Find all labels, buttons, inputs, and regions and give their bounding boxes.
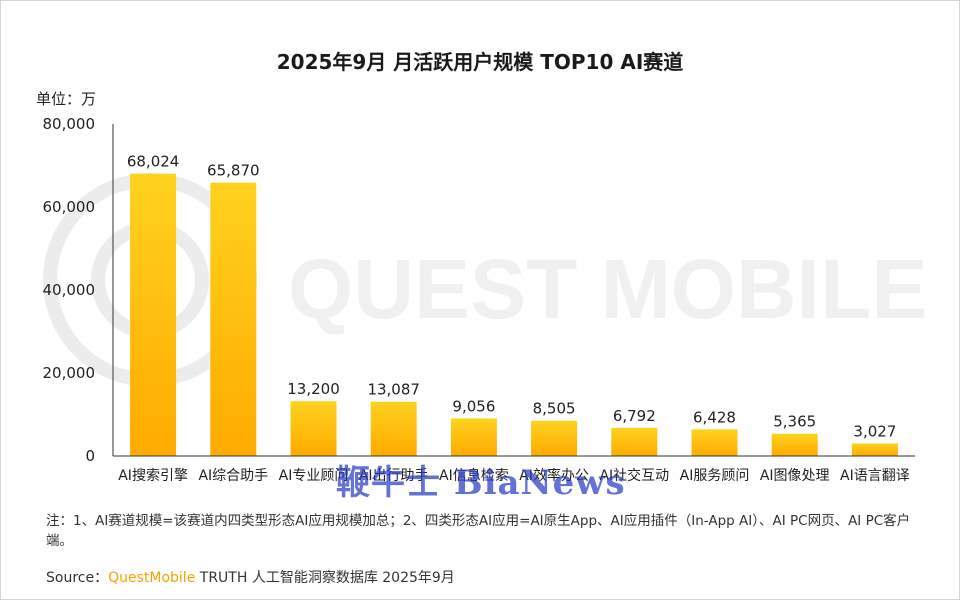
x-tick-label: AI社交互动 xyxy=(599,467,669,484)
chart-title: 2025年9月 月活跃用户规模 TOP10 AI赛道 xyxy=(276,50,684,74)
x-axis: AI搜索引擎 AI综合助手 AI专业顾问 AI出行助手 AI信息检索 AI效率办公 AI社交… xyxy=(113,455,915,484)
data-label: 13,200 xyxy=(287,380,340,398)
x-tick-label: AI图像处理 xyxy=(760,468,830,484)
data-label: 6,428 xyxy=(693,408,736,426)
bar xyxy=(210,182,257,456)
y-tick-label: 60,000 xyxy=(43,198,96,216)
data-label: 68,024 xyxy=(127,153,180,171)
data-label: 8,505 xyxy=(533,400,576,418)
bar xyxy=(130,173,177,457)
bar xyxy=(611,427,658,456)
data-label: 5,365 xyxy=(773,413,816,431)
y-axis: 0 20,000 40,000 60,000 80,000 xyxy=(43,115,114,465)
y-tick-label: 40,000 xyxy=(43,281,96,299)
bar xyxy=(531,420,578,456)
x-tick-label: AI语言翻译 xyxy=(840,468,910,484)
bar xyxy=(290,401,337,456)
source-text: TRUTH 人工智能洞察数据库 2025年9月 xyxy=(195,570,455,586)
watermark-bianews: 鞭牛士 BiaNews xyxy=(336,463,626,503)
data-label: 3,027 xyxy=(853,422,896,440)
y-tick-label: 80,000 xyxy=(43,115,96,133)
footnote: 注：1、AI赛道规模=该赛道内四类型形态AI应用规模加总；2、四类形态AI应用=… xyxy=(46,513,911,549)
data-label: 65,870 xyxy=(207,162,260,180)
x-tick-label: AI服务顾问 xyxy=(680,468,750,484)
x-tick-label: AI搜索引擎 xyxy=(118,467,188,484)
bar xyxy=(450,418,497,456)
data-label: 6,792 xyxy=(613,407,656,425)
bar xyxy=(771,433,818,456)
y-tick-label: 0 xyxy=(85,447,95,465)
source-label: Source： xyxy=(46,570,109,586)
x-tick-label: AI效率办公 xyxy=(519,467,589,484)
x-tick-label: AI信息检索 xyxy=(439,467,509,484)
source-line: Source：QuestMobile TRUTH 人工智能洞察数据库 2025年… xyxy=(46,567,455,587)
source-brand: QuestMobile xyxy=(108,570,196,586)
bar xyxy=(370,401,417,456)
bar xyxy=(851,443,898,456)
bars: 68,024 65,870 13,200 13,087 9,056 8,505 6,792 6… xyxy=(127,153,898,457)
x-tick-label: AI专业顾问 xyxy=(279,468,349,484)
data-label: 13,087 xyxy=(367,381,420,399)
watermark-text: QUEST MOBILE xyxy=(288,242,927,336)
bar xyxy=(691,429,738,456)
x-tick-label: AI综合助手 xyxy=(198,468,268,484)
data-label: 9,056 xyxy=(452,397,495,415)
y-tick-label: 20,000 xyxy=(43,364,96,382)
unit-label: 单位：万 xyxy=(36,90,97,108)
x-tick-label: AI出行助手 xyxy=(359,468,429,484)
